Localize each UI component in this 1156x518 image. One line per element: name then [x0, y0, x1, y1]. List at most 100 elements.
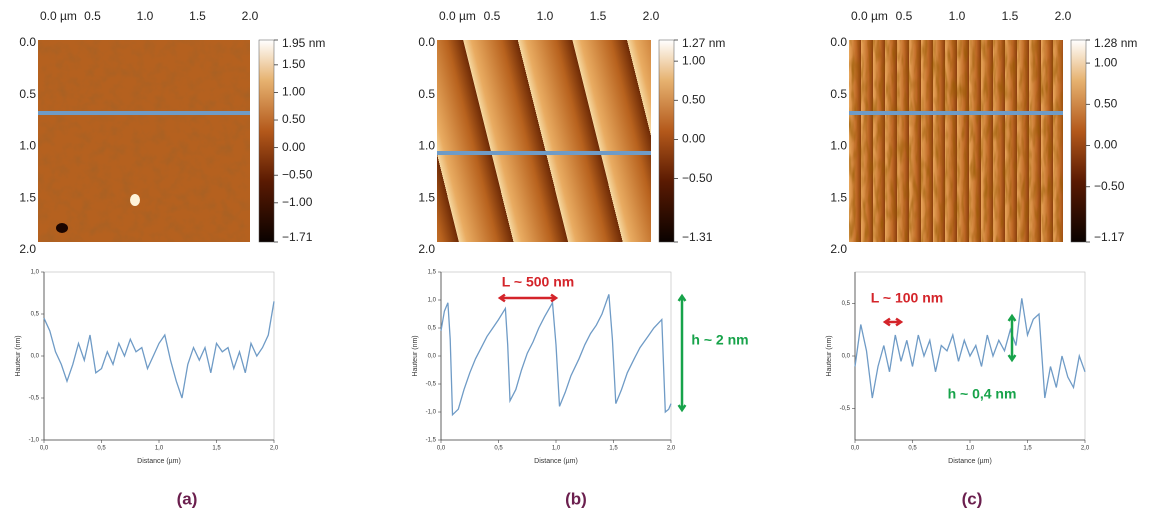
image-y-tick-label: 1.0: [19, 139, 36, 153]
y-tick-label: -0,5: [29, 396, 40, 402]
colorbar-tick-label: 1.00: [282, 85, 306, 99]
y-tick-label: 0,5: [31, 312, 40, 318]
x-tick-label: 1,5: [212, 446, 221, 452]
colorbar: [658, 39, 675, 243]
colorbar-tick-label: 0.50: [682, 92, 706, 106]
annotation-arrow-head: [497, 293, 506, 303]
annotation-arrow-head: [677, 293, 687, 302]
colorbar-tick-label: 0.00: [282, 140, 306, 154]
y-tick-label: -1,0: [29, 438, 40, 444]
y-tick-label: -1,5: [426, 438, 437, 444]
colorbar-tick-label: 1.00: [1094, 55, 1118, 69]
image-x-tick-label: 0.0 µm: [439, 9, 476, 23]
image-y-tick-label: 2.0: [830, 242, 847, 256]
image-y-tick-label: 1.5: [830, 190, 847, 204]
plot-frame: [43, 271, 275, 441]
panel-label: (a): [177, 489, 198, 508]
x-tick-label: 0,0: [437, 446, 446, 452]
profile-line: [437, 151, 651, 155]
colorbar-tick-label: 1.95 nm: [282, 36, 325, 50]
y-tick-label: 1,0: [428, 298, 437, 304]
image-y-tick-label: 1.0: [418, 139, 435, 153]
panel-label: (b): [565, 489, 587, 508]
colorbar-tick-label: 1.27 nm: [682, 36, 725, 50]
image-y-tick-label: 0.5: [418, 87, 435, 101]
annotation: L ~ 100 nm: [871, 290, 944, 306]
colorbar-tick-label: 0.00: [682, 132, 706, 146]
y-tick-label: 1,0: [31, 270, 40, 276]
image-x-tick-label: 1.5: [590, 9, 607, 23]
y-tick-label: 0,5: [842, 301, 851, 307]
image-y-tick-label: 1.5: [418, 190, 435, 204]
colorbar-tick-label: −1.17: [1094, 230, 1125, 244]
colorbar: [1070, 39, 1087, 243]
image-x-tick-label: 0.5: [896, 9, 913, 23]
annotation-arrow-head: [677, 404, 687, 413]
annotation-arrow-head: [1007, 354, 1017, 363]
colorbar-tick-label: 0.50: [282, 112, 306, 126]
annotation-arrow-head: [882, 317, 891, 327]
x-tick-label: 1,0: [155, 446, 164, 452]
image-y-tick-label: 0.0: [830, 35, 847, 49]
x-tick-label: 0,0: [851, 446, 860, 452]
image-x-tick-label: 1.5: [1002, 9, 1019, 23]
annotation-arrow-head: [550, 293, 559, 303]
image-x-tick-label: 1.0: [949, 9, 966, 23]
image-x-tick-label: 2.0: [1055, 9, 1072, 23]
y-axis-label: Hauteur (nm): [826, 335, 833, 376]
y-tick-label: 0,0: [31, 354, 40, 360]
image-x-tick-label: 1.0: [137, 9, 154, 23]
profile-line: [43, 301, 275, 399]
image-x-tick-label: 1.5: [189, 9, 206, 23]
colorbar-tick-label: −0.50: [1094, 179, 1125, 193]
colorbar-tick-label: 0.00: [1094, 138, 1118, 152]
annotation: h ~ 2 nm: [691, 332, 748, 348]
image-y-tick-label: 2.0: [418, 242, 435, 256]
afm-texture: [849, 40, 1063, 242]
image-x-tick-label: 0.5: [484, 9, 501, 23]
y-tick-label: 0,5: [428, 326, 437, 332]
x-tick-label: 1,0: [552, 446, 561, 452]
y-tick-label: 0,0: [428, 354, 437, 360]
colorbar-tick-label: 0.50: [1094, 96, 1118, 110]
colorbar: [258, 39, 275, 243]
y-tick-label: -1,0: [426, 410, 437, 416]
colorbar-tick-label: −0.50: [282, 167, 313, 181]
annotation: L ~ 500 nm: [502, 274, 575, 290]
colorbar-tick-label: −1.00: [282, 195, 313, 209]
colorbar-tick-label: −0.50: [682, 171, 713, 185]
x-tick-label: 2,0: [1081, 446, 1090, 452]
afm-pit: [56, 223, 68, 233]
profile-line: [849, 111, 1063, 115]
image-x-tick-label: 0.5: [84, 9, 101, 23]
afm-texture: [38, 40, 250, 242]
y-axis-label: Hauteur (nm): [15, 335, 22, 376]
x-tick-label: 1,5: [1023, 446, 1032, 452]
y-axis-label: Hauteur (nm): [412, 335, 419, 376]
image-y-tick-label: 1.5: [19, 190, 36, 204]
profile-line: [854, 298, 1086, 399]
x-axis-label: Distance (µm): [948, 458, 992, 465]
colorbar-tick-label: 1.00: [682, 53, 706, 67]
afm-particle: [130, 194, 140, 206]
x-axis-label: Distance (µm): [137, 458, 181, 465]
image-x-tick-label: 2.0: [242, 9, 259, 23]
image-x-tick-label: 0.0 µm: [40, 9, 77, 23]
image-y-tick-label: 0.0: [418, 35, 435, 49]
image-x-tick-label: 2.0: [643, 9, 660, 23]
x-tick-label: 1,5: [609, 446, 618, 452]
x-tick-label: 2,0: [270, 446, 279, 452]
image-y-tick-label: 1.0: [830, 139, 847, 153]
colorbar-tick-label: 1.28 nm: [1094, 36, 1137, 50]
annotation-arrow-head: [895, 317, 904, 327]
image-y-tick-label: 0.5: [830, 87, 847, 101]
annotation: h ~ 0,4 nm: [948, 386, 1017, 402]
x-axis-label: Distance (µm): [534, 458, 578, 465]
image-y-tick-label: 2.0: [19, 242, 36, 256]
panel-label: (c): [962, 489, 983, 508]
image-y-tick-label: 0.5: [19, 87, 36, 101]
image-y-tick-label: 0.0: [19, 35, 36, 49]
x-tick-label: 1,0: [966, 446, 975, 452]
image-x-tick-label: 0.0 µm: [851, 9, 888, 23]
